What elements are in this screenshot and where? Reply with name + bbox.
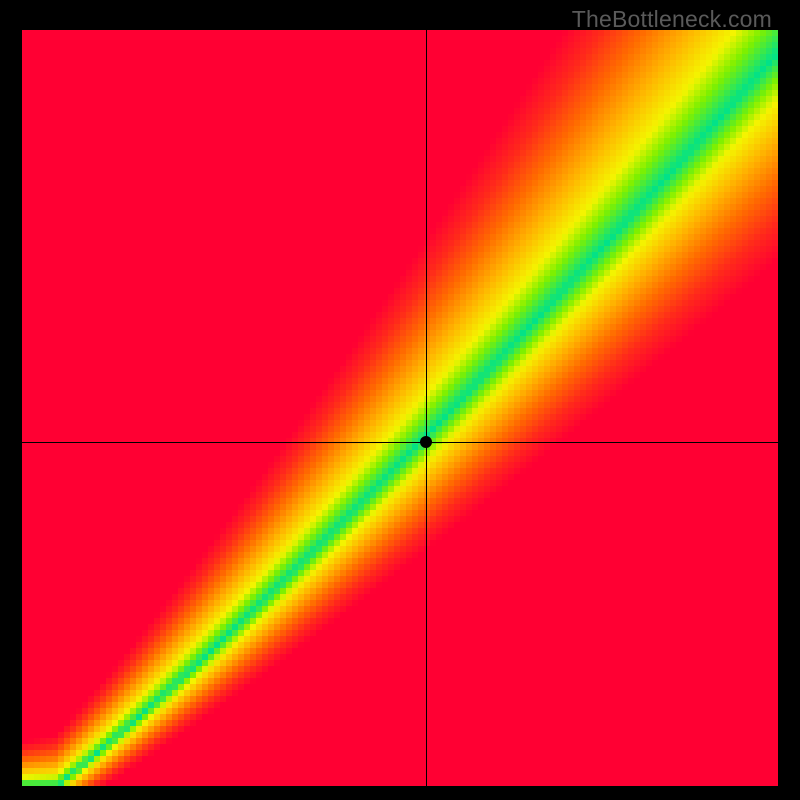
heatmap-canvas — [22, 30, 778, 786]
crosshair-marker — [420, 436, 432, 448]
crosshair-horizontal — [22, 442, 778, 443]
crosshair-vertical — [426, 30, 427, 786]
watermark-text: TheBottleneck.com — [572, 6, 772, 33]
heatmap-plot — [22, 30, 778, 786]
